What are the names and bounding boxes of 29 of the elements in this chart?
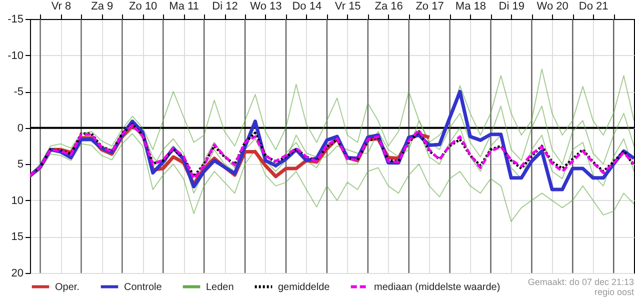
text: regio oost bbox=[594, 287, 634, 297]
y-tick-label: -5 bbox=[14, 86, 24, 98]
text: Gemaakt: do 07 dec 21:13 bbox=[528, 277, 634, 287]
y-tick-label: 10 bbox=[11, 194, 24, 207]
y-tick-label: -15 bbox=[8, 14, 24, 26]
x-tick-label: Di 19 bbox=[498, 0, 524, 12]
x-tick-label: Zo 10 bbox=[129, 0, 158, 12]
legend-label: Controle bbox=[124, 282, 162, 293]
x-tick-label: Wo 13 bbox=[250, 0, 282, 12]
x-tick-label: Za 9 bbox=[91, 0, 114, 12]
legend-label: Leden bbox=[206, 282, 234, 293]
y-tick-label: 5 bbox=[17, 158, 24, 171]
x-tick-label: Vr 8 bbox=[51, 0, 72, 12]
x-tick-label: Vr 15 bbox=[334, 0, 361, 12]
y-tick-label: -10 bbox=[8, 50, 24, 62]
legend-label: Oper. bbox=[55, 282, 80, 293]
x-tick-label: Ma 18 bbox=[455, 0, 486, 12]
x-tick-label: Di 12 bbox=[212, 0, 238, 12]
y-tick-label: 0 bbox=[17, 122, 24, 134]
x-tick-label: Do 21 bbox=[578, 0, 608, 12]
y-tick-label: 15 bbox=[11, 231, 24, 244]
x-tick-label: Zo 17 bbox=[416, 0, 444, 12]
legend-label: mediaan (middelste waarde) bbox=[374, 282, 500, 293]
x-tick-label: Ma 11 bbox=[169, 0, 199, 12]
x-tick-label: Do 14 bbox=[292, 0, 322, 12]
x-tick-label: Za 16 bbox=[374, 0, 403, 12]
legend-label: gemiddelde bbox=[278, 282, 330, 293]
x-tick-label: Wo 20 bbox=[536, 0, 568, 12]
y-tick-label: 20 bbox=[11, 268, 24, 280]
